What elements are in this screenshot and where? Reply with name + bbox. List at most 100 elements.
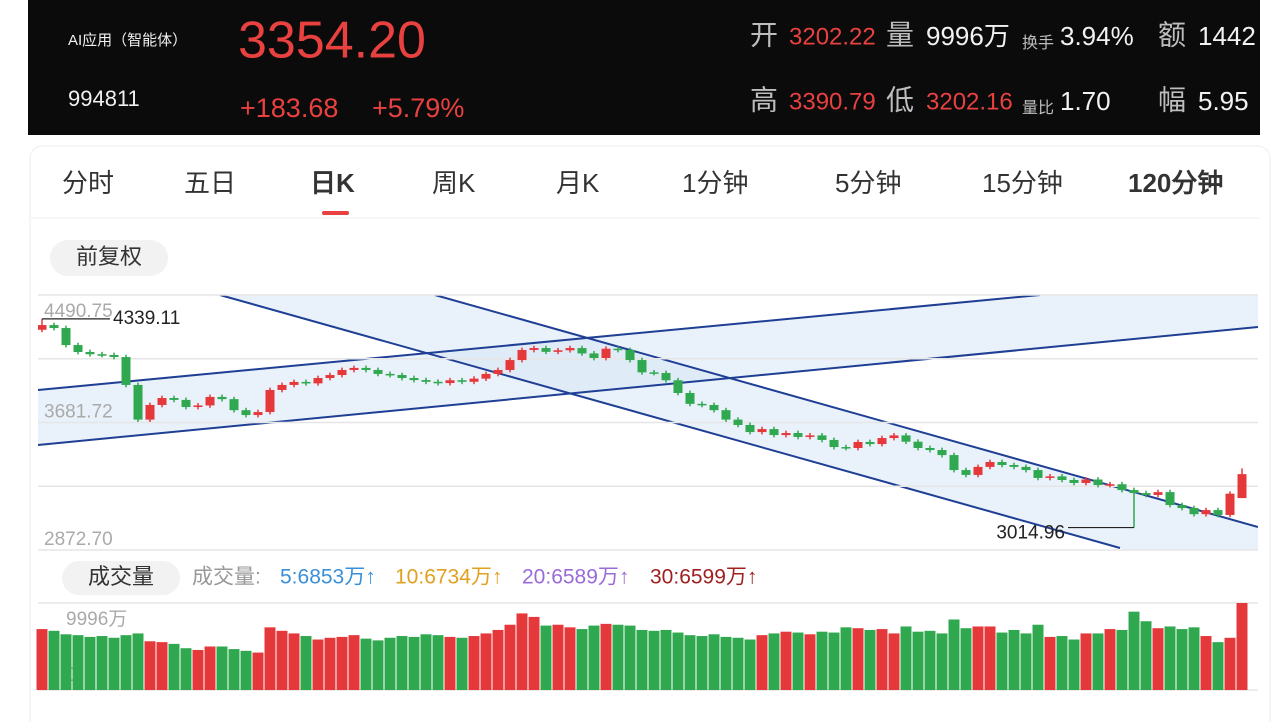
- candle-body: [721, 410, 731, 420]
- candle-body: [145, 404, 155, 420]
- tab[interactable]: 1分钟: [682, 168, 748, 198]
- volume-bar: [204, 646, 216, 690]
- candle-body: [457, 380, 467, 382]
- volume-bar: [960, 628, 972, 690]
- candle-body: [121, 357, 131, 385]
- candle-body: [253, 412, 263, 416]
- candle-body: [1213, 510, 1223, 515]
- tab[interactable]: 周K: [432, 168, 476, 198]
- volume-bar: [1212, 642, 1224, 690]
- volume-bar: [636, 629, 648, 690]
- candle-body: [637, 360, 647, 373]
- candle-body: [865, 441, 875, 445]
- volume-bar: [180, 648, 192, 690]
- tab[interactable]: 分时: [62, 168, 114, 198]
- candle-body: [337, 369, 347, 376]
- volume-bar: [264, 627, 276, 690]
- volume-bar: [516, 613, 528, 690]
- volume-bar: [324, 637, 336, 690]
- volume-button[interactable]: [62, 561, 180, 595]
- volume-bar: [48, 630, 60, 690]
- volume-bar: [708, 634, 720, 690]
- volume-bar: [984, 626, 996, 690]
- tab[interactable]: 五日: [184, 168, 236, 198]
- adjust-button-label[interactable]: 前复权: [76, 244, 142, 269]
- stat-value: 3202.16: [926, 88, 1013, 115]
- price-change: +183.68: [240, 93, 338, 123]
- candle-body: [1033, 470, 1043, 478]
- volume-bar: [96, 636, 108, 690]
- candle-body: [325, 375, 335, 379]
- volume-bar: [1164, 626, 1176, 690]
- candle-body: [913, 441, 923, 448]
- volume-bar: [900, 626, 912, 690]
- volume-bar: [732, 637, 744, 690]
- annotation-label: 3014.96: [996, 523, 1065, 544]
- candle-body: [85, 352, 95, 355]
- stat-value: 3390.79: [789, 88, 876, 115]
- candle-body: [133, 384, 143, 420]
- tab[interactable]: 120分钟: [1128, 168, 1223, 198]
- volume-bar: [528, 616, 540, 690]
- candle-body: [757, 429, 767, 433]
- candle-body: [829, 439, 839, 448]
- volume-bar: [804, 634, 816, 690]
- volume-bar: [816, 631, 828, 690]
- candle-body: [685, 392, 695, 404]
- stat-value: 1442: [1198, 21, 1256, 51]
- volume-bar: [1056, 636, 1068, 690]
- candle-body: [901, 435, 911, 442]
- tab-active[interactable]: 日K: [310, 168, 355, 198]
- volume-bar: [1128, 611, 1140, 690]
- volume-bar: [876, 629, 888, 690]
- index-name: AI应用（智能体）: [68, 31, 187, 49]
- candle-body: [973, 466, 983, 475]
- volume-bar: [864, 629, 876, 690]
- candle-body: [493, 369, 503, 374]
- annotation-label: 4339.11: [113, 308, 180, 329]
- volume-ma-legend: 30:6599万↑: [650, 566, 757, 589]
- candle-body: [805, 435, 815, 437]
- tab[interactable]: 月K: [556, 168, 600, 198]
- candle-body: [1021, 466, 1031, 471]
- candle-body: [229, 399, 239, 411]
- volume-bar: [780, 631, 792, 690]
- candle-body: [445, 380, 455, 384]
- candle-body: [1153, 492, 1163, 495]
- candle-body: [157, 398, 167, 405]
- candle-body: [505, 360, 515, 370]
- candle-body: [601, 348, 611, 358]
- stats: 开 3202.22 量 9996万 换手 3.94% 额 1442 高 3390…: [750, 19, 1256, 117]
- volume-bar: [1200, 636, 1212, 690]
- volume-bar: [468, 636, 480, 690]
- volume-bar: [456, 637, 468, 690]
- volume-bar: [480, 633, 492, 690]
- candle-body: [697, 403, 707, 406]
- candle-body: [97, 354, 107, 356]
- volume-bar: [972, 626, 984, 690]
- candle-body: [877, 438, 887, 445]
- volume-bar: [648, 630, 660, 690]
- volume-title[interactable]: 成交量: [88, 564, 154, 589]
- candle-body: [1177, 505, 1187, 509]
- tab[interactable]: 5分钟: [835, 168, 901, 198]
- adjust-button[interactable]: [50, 240, 168, 276]
- price-change-pct: +5.79%: [372, 93, 464, 123]
- volume-bar: [156, 642, 168, 690]
- volume-bar: [720, 636, 732, 690]
- candle-body: [193, 405, 203, 408]
- volume-bar: [1140, 621, 1152, 690]
- candle-body: [1093, 479, 1103, 486]
- candle-body: [481, 373, 491, 379]
- candle-body: [937, 450, 947, 456]
- stat-label: 幅: [1158, 84, 1186, 115]
- tab[interactable]: 15分钟: [982, 168, 1063, 198]
- volume-bar: [996, 632, 1008, 690]
- volume-bar: [660, 629, 672, 690]
- volume-bar: [228, 649, 240, 690]
- candle-body: [1201, 510, 1211, 515]
- volume-bar: [1068, 639, 1080, 690]
- candle-body: [853, 441, 863, 448]
- volume-bar: [1152, 628, 1164, 690]
